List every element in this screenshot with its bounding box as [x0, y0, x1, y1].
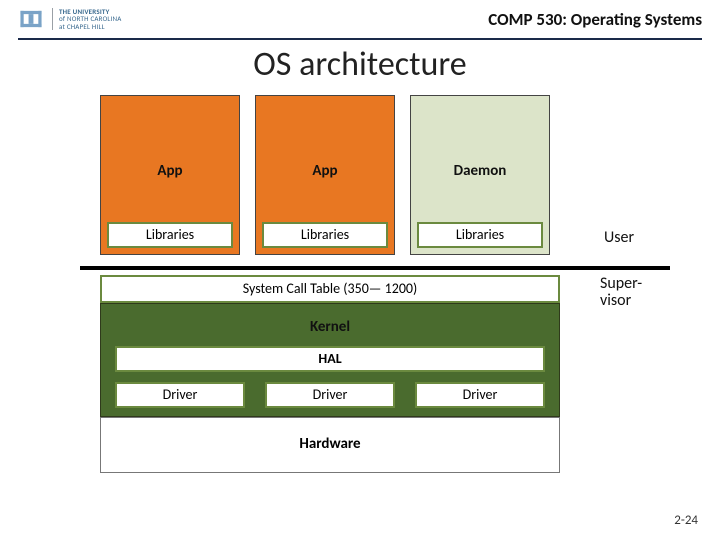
mode-label-supervisor: Super- visor: [600, 276, 642, 310]
supervisor-line2: visor: [600, 291, 631, 310]
architecture-diagram: App Libraries App Libraries Daemon Libra…: [100, 95, 560, 473]
unc-logo-icon: [18, 6, 44, 32]
driver-box: Driver: [265, 382, 395, 408]
hardware-box: Hardware: [100, 417, 560, 473]
slide-header: THE UNIVERSITY of NORTH CAROLINA at CHAP…: [0, 0, 720, 34]
driver-box: Driver: [115, 382, 245, 408]
kernel-box: Kernel HAL Driver Driver Driver: [100, 303, 560, 417]
process-label: App: [256, 162, 394, 180]
process-label: Daemon: [411, 162, 549, 180]
hal-box: HAL: [115, 346, 545, 372]
libraries-box: Libraries: [417, 222, 543, 248]
driver-row: Driver Driver Driver: [115, 382, 545, 408]
slide-number: 2-24: [674, 513, 698, 528]
process-box-daemon: Daemon Libraries: [410, 95, 550, 255]
mode-label-user: User: [604, 228, 634, 247]
syscall-table-box: System Call Table (350— 1200): [100, 275, 560, 303]
slide-title: OS architecture: [0, 44, 720, 85]
institution-line3: at CHAPEL HILL: [59, 23, 121, 30]
course-title: COMP 530: Operating Systems: [488, 9, 702, 30]
driver-box: Driver: [415, 382, 545, 408]
libraries-box: Libraries: [262, 222, 388, 248]
process-box-app-1: App Libraries: [100, 95, 240, 255]
institution-name: THE UNIVERSITY of NORTH CAROLINA at CHAP…: [52, 8, 121, 30]
process-box-app-2: App Libraries: [255, 95, 395, 255]
header-rule: [18, 38, 702, 40]
user-space-region: App Libraries App Libraries Daemon Libra…: [100, 95, 560, 270]
libraries-box: Libraries: [107, 222, 233, 248]
institution-logo: THE UNIVERSITY of NORTH CAROLINA at CHAP…: [18, 6, 121, 32]
process-label: App: [101, 162, 239, 180]
mode-divider: [80, 266, 670, 270]
kernel-label: Kernel: [101, 304, 559, 346]
